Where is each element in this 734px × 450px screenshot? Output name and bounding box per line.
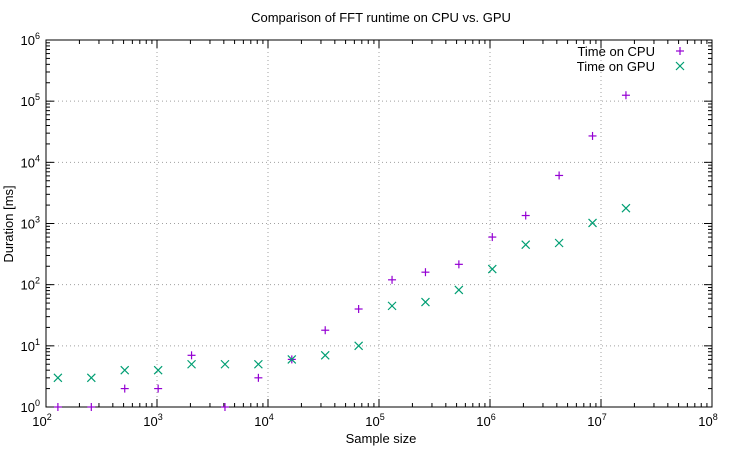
x-tick-label: 103: [143, 412, 162, 429]
data-point: [187, 351, 196, 360]
data-point: [521, 211, 530, 220]
marker-stroke: [421, 297, 430, 307]
x-tick-label: 106: [476, 412, 495, 429]
y-tick-label: 101: [21, 337, 40, 354]
marker-stroke: [86, 373, 96, 383]
marker-stroke: [675, 61, 685, 71]
data-point: [621, 91, 630, 100]
y-tick-label: 102: [21, 276, 40, 293]
data-point: [321, 326, 330, 335]
grid: [46, 40, 712, 407]
data-point: [153, 365, 163, 375]
legend-label: Time on GPU: [577, 59, 655, 74]
marker-stroke: [454, 285, 464, 295]
y-axis-label: Duration [ms]: [1, 185, 16, 262]
data-points: [53, 91, 631, 411]
marker-stroke: [354, 341, 364, 351]
data-point: [388, 275, 397, 284]
data-point: [487, 264, 497, 274]
data-point: [554, 238, 564, 248]
data-point: [588, 131, 597, 140]
x-axis-label: Sample size: [346, 431, 417, 446]
y-tick-label: 106: [21, 31, 40, 48]
legend-label: Time on CPU: [577, 44, 655, 59]
marker-stroke: [487, 264, 497, 274]
marker-stroke: [287, 354, 297, 364]
x-tick-label: 107: [587, 412, 606, 429]
legend-marker: [676, 47, 684, 55]
marker-stroke: [253, 359, 263, 369]
data-point: [220, 403, 229, 411]
data-point: [588, 218, 597, 228]
data-point: [555, 171, 564, 180]
data-point: [488, 233, 497, 242]
data-point: [120, 384, 129, 393]
marker-stroke: [621, 203, 631, 213]
data-point: [421, 268, 430, 277]
data-point: [187, 359, 196, 369]
data-point: [354, 341, 364, 351]
marker-stroke: [220, 359, 230, 369]
y-tick-label: 105: [21, 92, 40, 109]
x-tick-label: 108: [698, 412, 717, 429]
data-point: [354, 305, 363, 314]
series-1: [53, 91, 630, 411]
data-point: [53, 403, 62, 411]
marker-stroke: [53, 373, 63, 383]
data-point: [120, 365, 130, 375]
data-point: [53, 373, 63, 383]
chart-title: Comparison of FFT runtime on CPU vs. GPU: [251, 10, 511, 25]
data-point: [521, 240, 531, 250]
marker-stroke: [187, 359, 196, 369]
marker-stroke: [588, 218, 597, 228]
data-point: [220, 359, 230, 369]
series-2: [53, 203, 631, 383]
y-tick-label: 104: [21, 153, 40, 170]
marker-stroke: [554, 238, 564, 248]
data-point: [87, 403, 96, 411]
y-tick-label: 100: [21, 398, 40, 415]
marker-stroke: [320, 350, 330, 360]
marker-stroke: [387, 301, 397, 311]
data-point: [421, 297, 430, 307]
data-point: [253, 359, 263, 369]
data-point: [287, 354, 297, 364]
y-tick-label: 103: [21, 215, 40, 232]
marker-stroke: [120, 365, 130, 375]
marker-stroke: [153, 365, 163, 375]
data-point: [254, 373, 263, 382]
data-point: [320, 350, 330, 360]
x-tick-label: 104: [254, 412, 273, 429]
data-point: [86, 373, 96, 383]
x-tick-label: 102: [32, 412, 51, 429]
legend-marker: [675, 61, 685, 71]
data-point: [454, 260, 463, 269]
data-point: [387, 301, 397, 311]
tick-labels: 102 103 104 105 106 107 108 100 101 102 103 104 105 1…: [21, 31, 718, 429]
data-point: [154, 384, 163, 393]
ticks: [45, 39, 713, 408]
marker-stroke: [521, 240, 531, 250]
x-tick-label: 105: [365, 412, 384, 429]
data-point: [454, 285, 464, 295]
data-point: [621, 203, 631, 213]
